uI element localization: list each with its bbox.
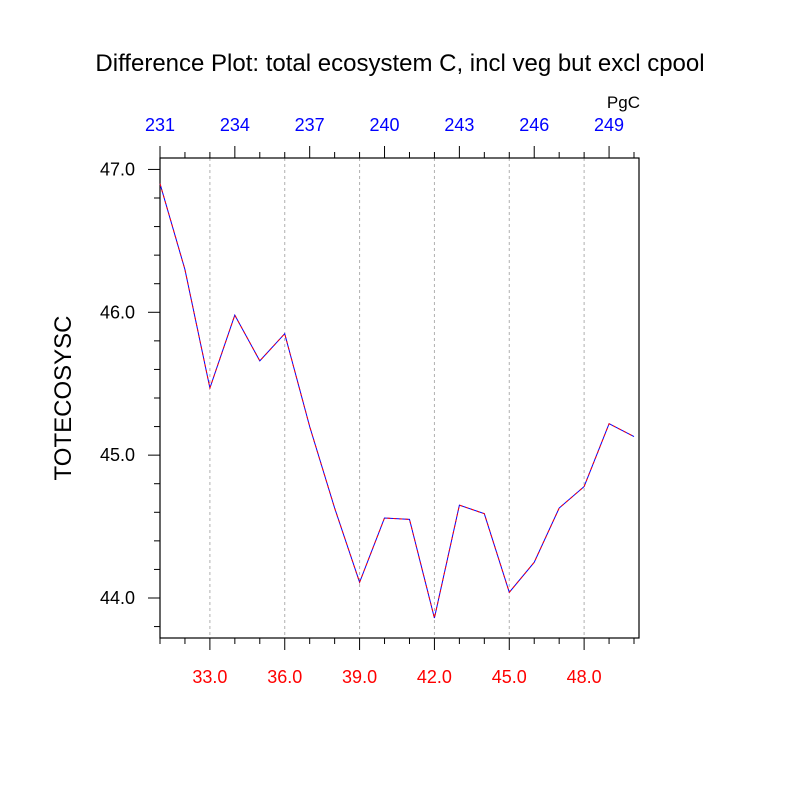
y-tick-label: 47.0	[100, 159, 135, 179]
series-line	[159, 183, 635, 619]
x-tick-label: 39.0	[342, 667, 377, 687]
grid-layer	[209, 158, 585, 638]
top-tick-label: 231	[145, 115, 175, 135]
x-tick-label: 36.0	[267, 667, 302, 687]
x-tick-label: 48.0	[567, 667, 602, 687]
y-tick-label: 45.0	[100, 445, 135, 465]
top-tick-label: 243	[444, 115, 474, 135]
series-layer	[159, 183, 635, 619]
top-tick-label: 240	[370, 115, 400, 135]
chart-title: Difference Plot: total ecosystem C, incl…	[95, 50, 704, 77]
top-tick-label: 234	[220, 115, 250, 135]
x-tick-label: 33.0	[192, 667, 227, 687]
plot-frame	[159, 157, 640, 639]
y-tick-label: 46.0	[100, 302, 135, 322]
series-line-dash	[159, 183, 635, 619]
plot-frame-rect	[159, 157, 640, 639]
x-tick-label: 45.0	[492, 667, 527, 687]
top-tick-label: 237	[295, 115, 325, 135]
y-axis-label: TOTECOSYSC	[50, 316, 77, 481]
top-tick-label: 246	[519, 115, 549, 135]
x-tick-label: 42.0	[417, 667, 452, 687]
top-tick-label: 249	[594, 115, 624, 135]
axis-layer: 33.0 36.0 39.0 42.0 45.0 48.0 231 234 237 240 243 2…	[100, 115, 635, 687]
top-axis-unit: PgC	[607, 93, 640, 112]
y-tick-label: 44.0	[100, 588, 135, 608]
